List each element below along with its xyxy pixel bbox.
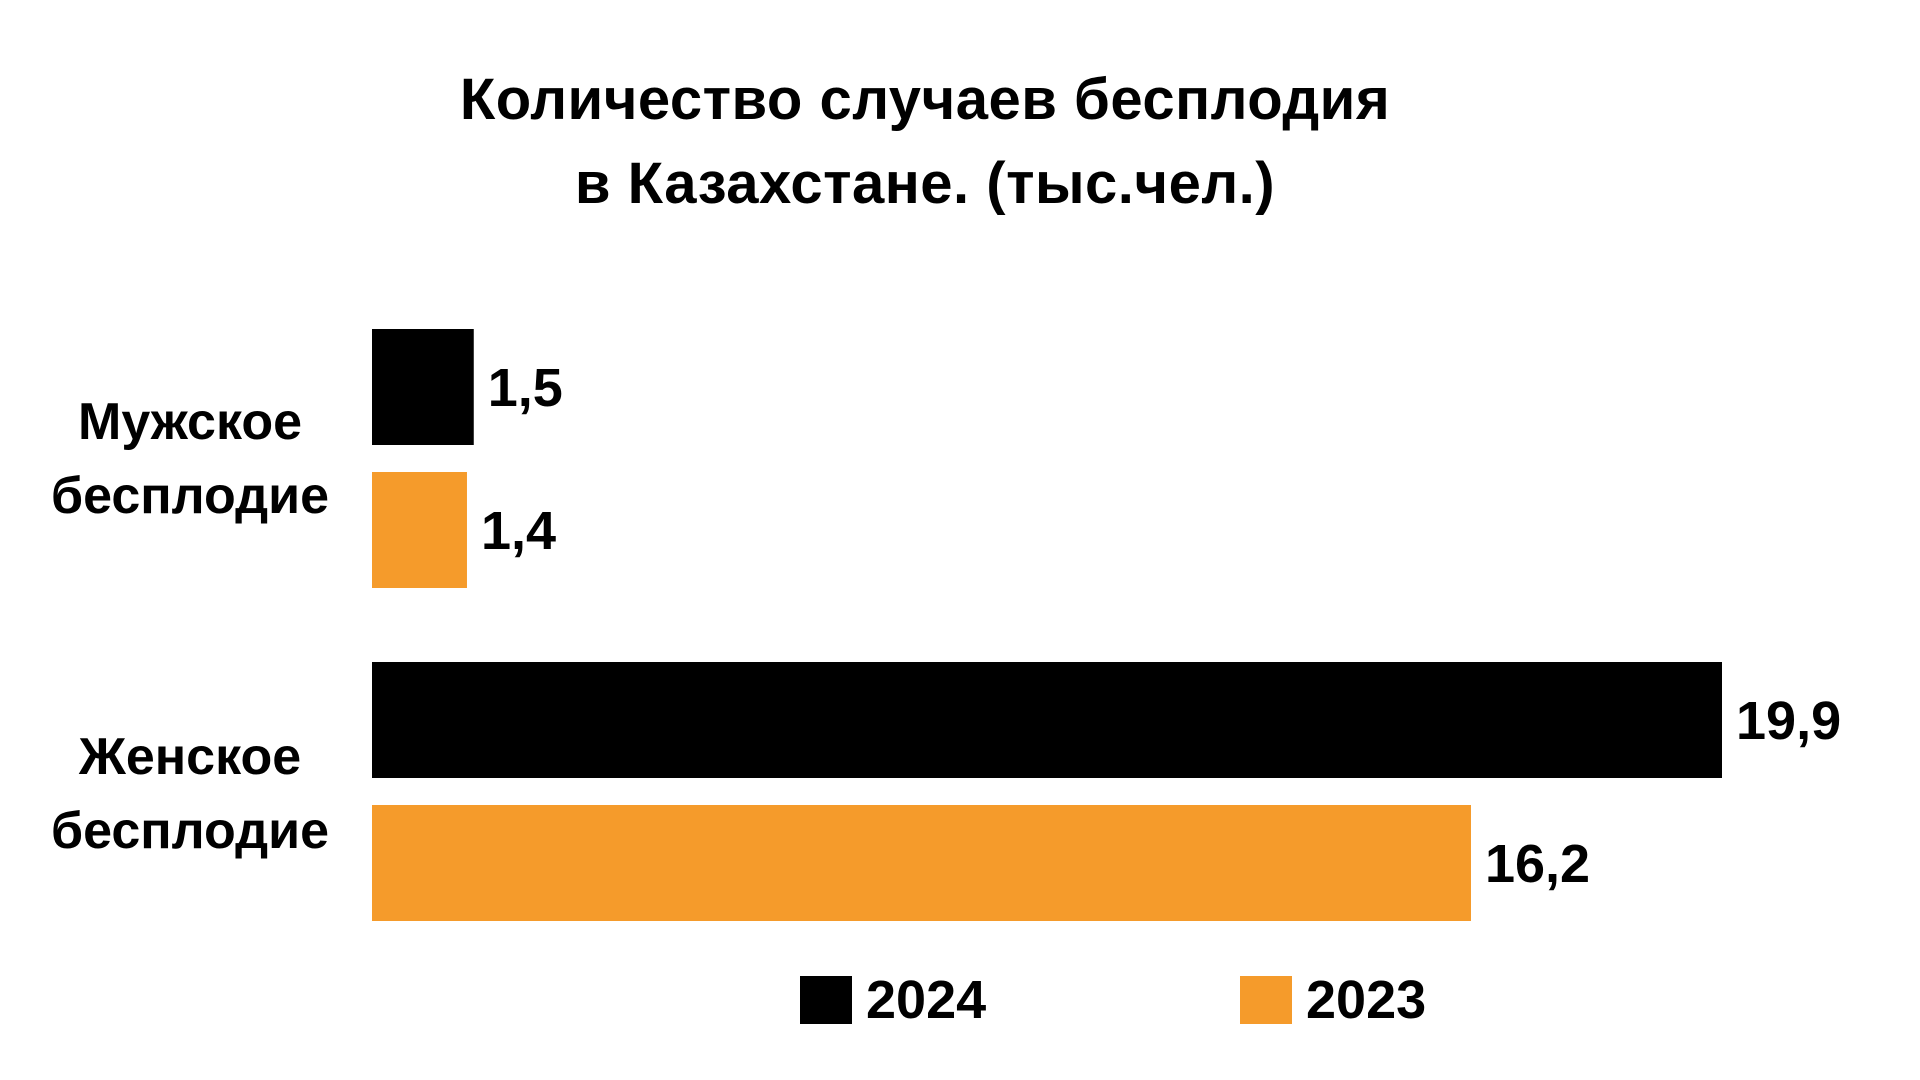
legend-item-2024: 2024	[800, 970, 986, 1030]
category-label-female-line-2: бесплодие	[50, 802, 329, 860]
bar-male-2024	[372, 329, 474, 445]
bar-female-2023	[372, 805, 1471, 921]
bar-value-female-2023: 16,2	[1485, 834, 1590, 894]
legend-swatch-2024	[800, 976, 852, 1024]
chart-title-line-2: в Казахстане. (тыс.чел.)	[574, 151, 1276, 216]
legend-label-2024: 2024	[866, 970, 987, 1030]
bar-male-2023	[372, 472, 467, 588]
category-label-female: Женское бесплодие	[20, 720, 360, 868]
category-label-female-line-1: Женское	[78, 728, 302, 786]
bar-female-2024	[372, 662, 1722, 778]
category-label-male: Мужское бесплодие	[20, 385, 360, 533]
chart-title: Количество случаев бесплодия в Казахстан…	[0, 58, 1850, 226]
bar-value-male-2024: 1,5	[488, 358, 563, 418]
chart-title-line-1: Количество случаев бесплодия	[459, 67, 1391, 132]
legend-label-2023: 2023	[1306, 970, 1427, 1030]
bar-value-male-2023: 1,4	[481, 501, 556, 561]
legend-item-2023: 2023	[1240, 970, 1426, 1030]
category-label-male-line-2: бесплодие	[50, 467, 329, 525]
bar-value-female-2024: 19,9	[1736, 691, 1841, 751]
legend-swatch-2023	[1240, 976, 1292, 1024]
category-label-male-line-1: Мужское	[78, 393, 302, 451]
